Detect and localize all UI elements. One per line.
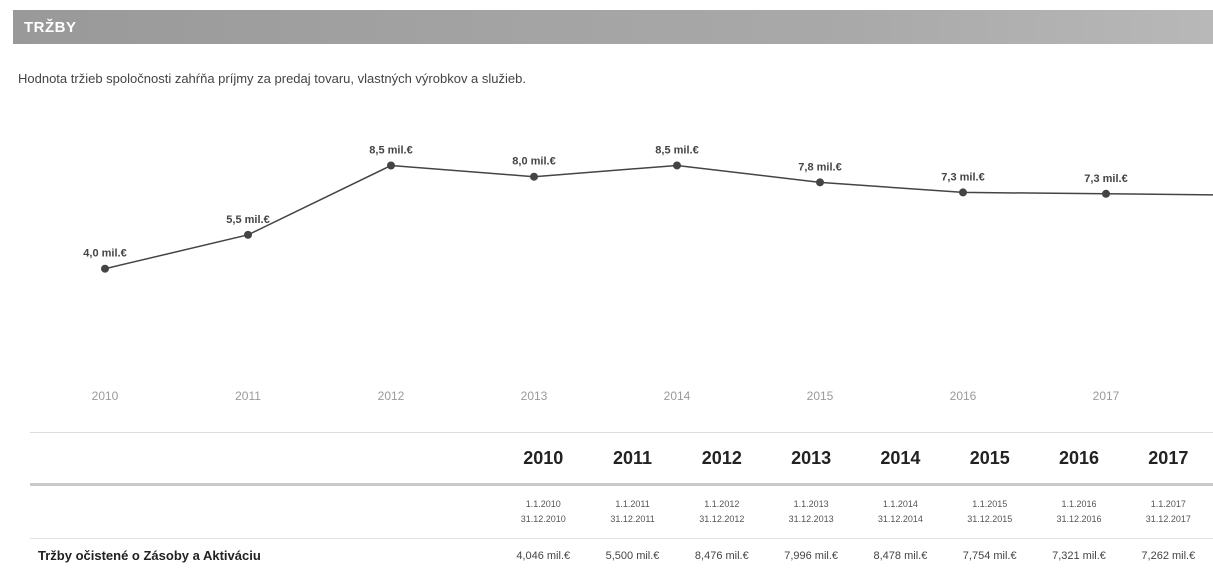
value-cell: 7,321 mil.€	[1052, 549, 1106, 562]
period-cell: 1.1.2015 31.12.2015	[945, 484, 1035, 539]
revenue-table: 2010 2011 2012 2013 2014 2015 2016 2017 …	[30, 432, 1213, 572]
x-tick-label: 2013	[521, 389, 548, 403]
period-from: 1.1.2015	[972, 499, 1008, 509]
x-tick-label: 2017	[1093, 389, 1120, 403]
value-cell: 8,478 mil.€	[873, 549, 928, 562]
year-header: 2017	[1148, 447, 1189, 468]
value-cell: 4,046 mil.€	[516, 549, 571, 562]
data-point[interactable]	[530, 172, 538, 181]
period-to: 31.12.2017	[1145, 514, 1191, 524]
period-to: 31.12.2013	[788, 514, 834, 524]
data-point[interactable]	[1102, 189, 1110, 198]
x-tick-label: 2016	[950, 389, 977, 403]
period-to: 31.12.2016	[1056, 514, 1102, 524]
period-to: 31.12.2015	[967, 514, 1013, 524]
period-cell: 1.1.2013 31.12.2013	[766, 484, 856, 539]
period-from: 1.1.2016	[1061, 499, 1097, 509]
period-from: 1.1.2013	[793, 499, 829, 509]
period-cell: 1.1.2016 31.12.2016	[1034, 484, 1124, 539]
period-from: 1.1.2014	[882, 499, 918, 509]
x-tick-label: 2014	[664, 389, 691, 403]
period-cell: 1.1.2010 31.12.2010	[498, 484, 588, 539]
period-from: 1.1.2017	[1150, 499, 1186, 509]
table-row: Tržby očistené o Zásoby a Aktiváciu 4,04…	[30, 539, 1213, 573]
period-to: 31.12.2010	[520, 514, 566, 524]
period-cell: 1.1.2012 31.12.2012	[677, 484, 767, 539]
data-label: 7,3 mil.€	[1084, 173, 1127, 185]
section-title: TRŽBY	[24, 18, 77, 36]
data-point[interactable]	[244, 230, 252, 239]
series-line	[104, 164, 1213, 270]
data-label: 5,5 mil.€	[226, 214, 269, 226]
data-label: 4,0 mil.€	[83, 248, 126, 260]
section-header: TRŽBY	[13, 10, 1213, 44]
year-header: 2014	[880, 447, 921, 468]
period-to: 31.12.2012	[699, 514, 745, 524]
value-cell: 7,996 mil.€	[784, 549, 839, 562]
period-to: 31.12.2014	[877, 514, 923, 524]
section-description: Hodnota tržieb spoločnosti zahŕňa príjmy…	[18, 71, 526, 86]
year-header: 2016	[1058, 447, 1100, 468]
data-label: 8,5 mil.€	[655, 144, 698, 156]
value-cell: 8,476 mil.€	[694, 549, 749, 562]
table-header-row: 2010 2011 2012 2013 2014 2015 2016 2017	[30, 432, 1213, 485]
value-cell: 5,500 mil.€	[605, 549, 660, 562]
data-label: 7,3 mil.€	[941, 171, 984, 183]
data-point[interactable]	[816, 178, 824, 187]
data-label: 8,5 mil.€	[369, 145, 412, 157]
year-header: 2010	[523, 447, 564, 468]
data-point[interactable]	[959, 188, 967, 197]
value-cell: 7,262 mil.€	[1141, 549, 1196, 562]
data-label: 8,0 mil.€	[512, 156, 555, 168]
revenue-line-chart: 4,0 mil.€ 2010 5,5 mil.€ 2011 8,5 mil.€ 2012 8…	[13, 130, 1213, 415]
data-point[interactable]	[673, 161, 681, 170]
period-from: 1.1.2012	[704, 499, 740, 509]
period-from: 1.1.2011	[615, 499, 650, 509]
year-header: 2011	[612, 447, 653, 468]
period-cell: 1.1.2011 31.12.2011	[587, 484, 678, 539]
year-header: 2013	[791, 447, 832, 468]
data-label: 7,8 mil.€	[798, 161, 841, 173]
period-cell: 1.1.2017 31.12.2017	[1123, 484, 1213, 539]
row-label: Tržby očistené o Zásoby a Aktiváciu	[38, 548, 261, 563]
year-header: 2015	[969, 447, 1010, 468]
period-to: 31.12.2011	[610, 514, 655, 524]
period-cell: 1.1.2014 31.12.2014	[855, 484, 946, 539]
year-header: 2012	[701, 447, 742, 468]
period-from: 1.1.2010	[525, 499, 561, 509]
period-empty-cell	[30, 484, 499, 539]
x-tick-label: 2010	[92, 389, 119, 403]
table-period-row: 1.1.2010 31.12.2010 1.1.2011 31.12.2011 1.…	[30, 484, 1213, 539]
x-tick-label: 2011	[235, 389, 261, 403]
data-point[interactable]	[387, 161, 395, 170]
table-header-empty-cell	[30, 433, 499, 485]
value-cell: 7,754 mil.€	[962, 549, 1017, 562]
data-point[interactable]	[101, 264, 109, 273]
x-tick-label: 2015	[807, 389, 834, 403]
revenue-chart-svg: 4,0 mil.€ 2010 5,5 mil.€ 2011 8,5 mil.€ 2012 8…	[83, 144, 1213, 403]
x-tick-label: 2012	[378, 389, 405, 403]
